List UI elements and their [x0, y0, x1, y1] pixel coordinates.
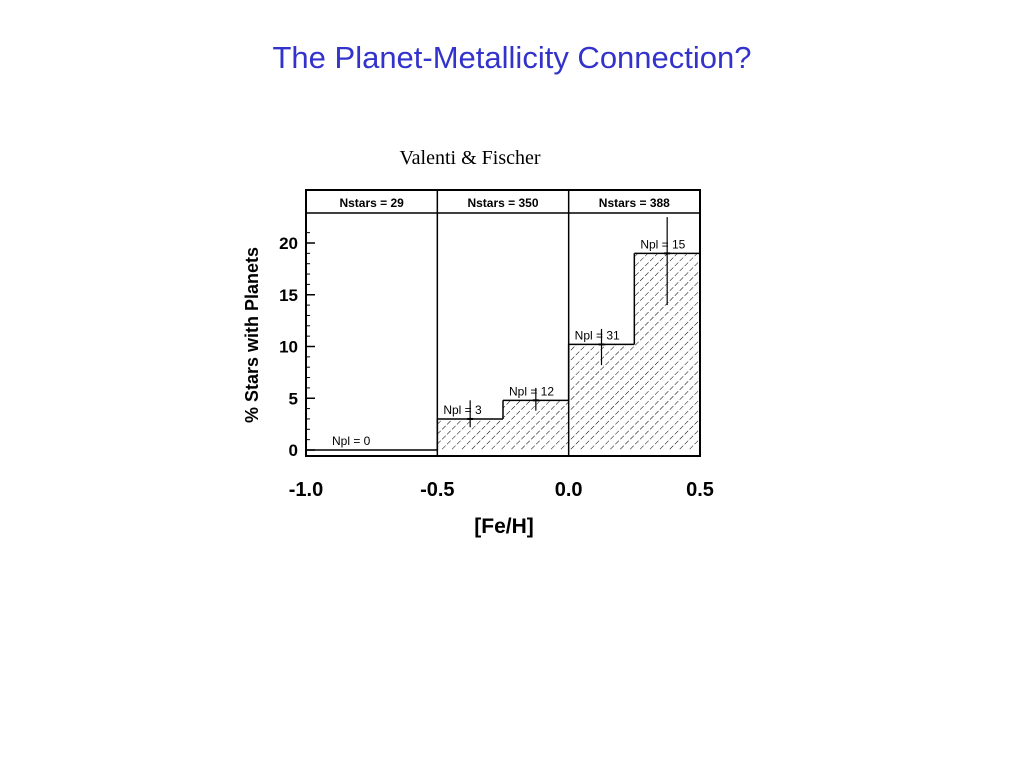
panel-star-count-label: Nstars = 29	[339, 196, 404, 210]
x-tick-label: 0.0	[555, 479, 583, 501]
panel-star-count-label: Nstars = 388	[599, 196, 670, 210]
bin-count-label: Npl = 12	[509, 384, 554, 398]
x-tick-label: -0.5	[420, 479, 454, 501]
x-axis-label: [Fe/H]	[474, 515, 534, 538]
x-tick-label: 0.5	[686, 479, 714, 501]
x-tick-label: -1.0	[289, 479, 323, 501]
panel-star-count-label: Nstars = 350	[467, 196, 538, 210]
y-axis-label: % Stars with Planets	[242, 247, 262, 423]
bin-count-label: Npl = 15	[640, 237, 685, 251]
y-tick-label: 15	[279, 286, 298, 305]
bin-count-label: Npl = 3	[443, 403, 482, 417]
y-tick-label: 20	[279, 234, 298, 253]
y-tick-label: 0	[289, 441, 298, 460]
bin-count-label: Npl = 31	[575, 328, 620, 342]
plot-frame	[305, 189, 701, 457]
slide-title: The Planet-Metallicity Connection?	[272, 40, 752, 75]
bin-count-label: Npl = 0	[332, 434, 371, 448]
y-tick-label: 5	[289, 389, 298, 408]
chart-source-caption: Valenti & Fischer	[399, 147, 541, 169]
y-tick-label: 10	[279, 338, 298, 357]
